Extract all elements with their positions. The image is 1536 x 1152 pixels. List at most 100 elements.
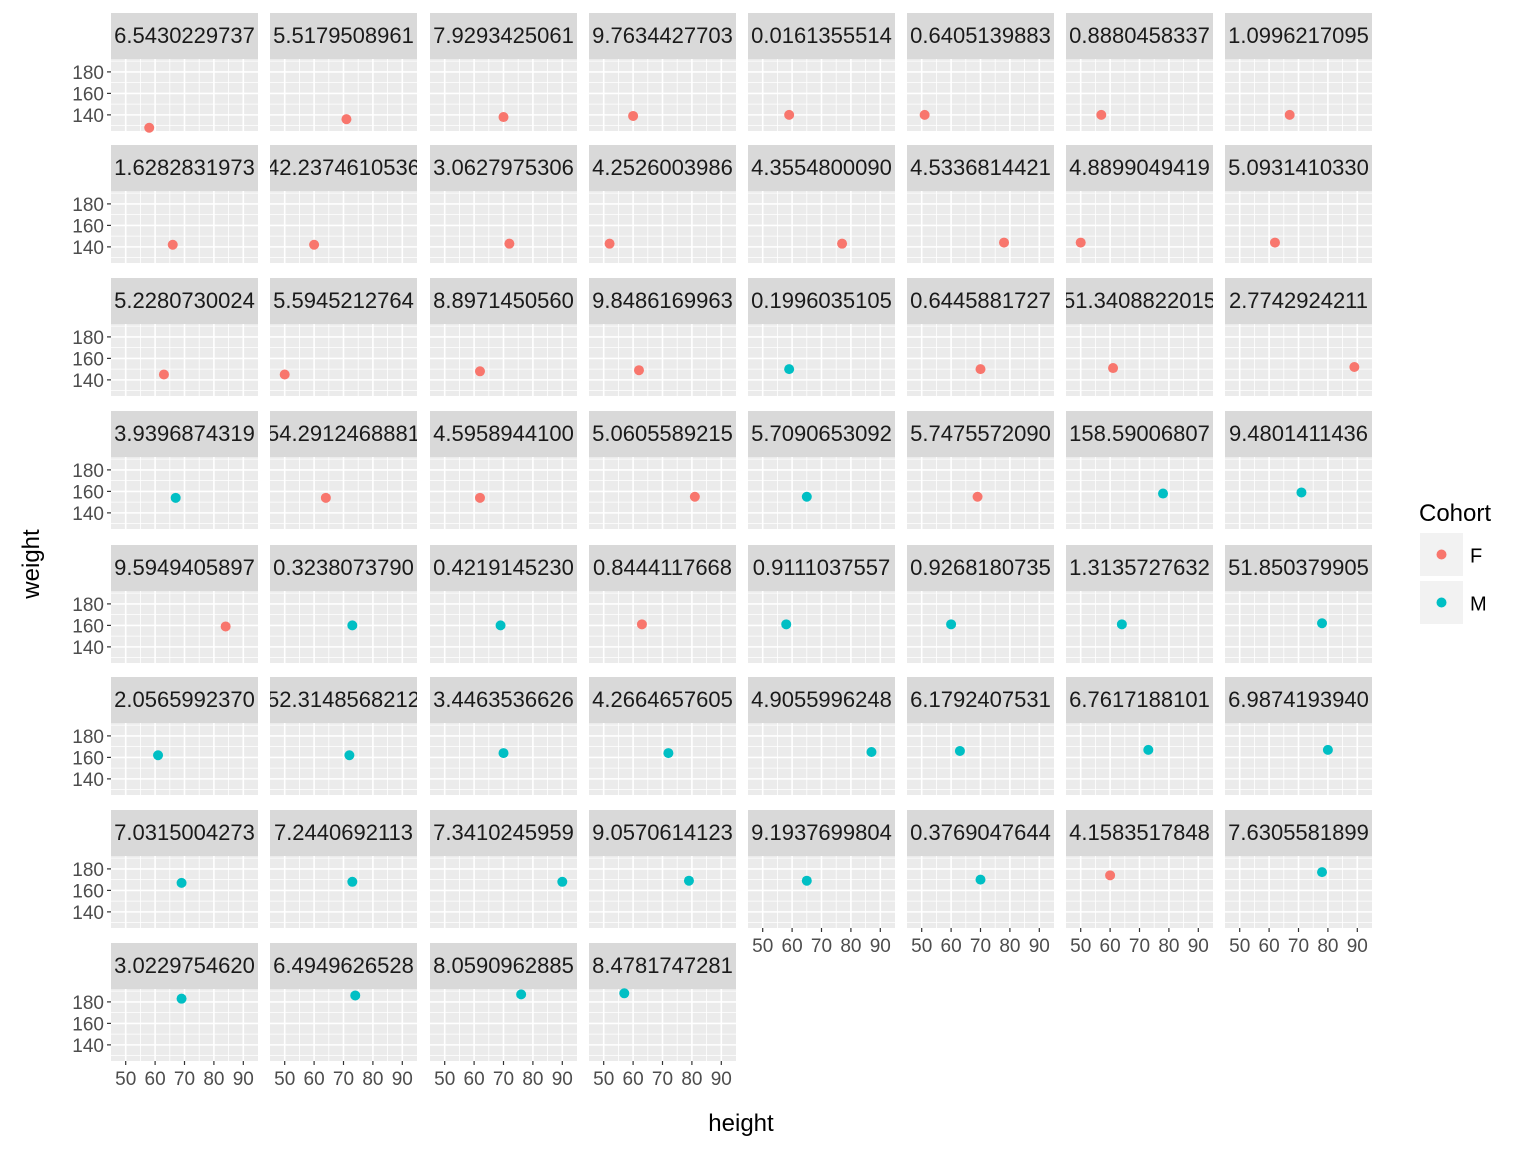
facet-strip (1225, 545, 1372, 591)
facet-panel: 6.7617188101 (1066, 677, 1213, 795)
y-tick-label: 160 (72, 748, 104, 769)
facet-panel: 4.5336814421 (907, 145, 1054, 263)
data-point (516, 989, 527, 1000)
data-point (220, 621, 231, 632)
y-tick-label: 180 (72, 860, 104, 881)
facet-strip (270, 677, 417, 723)
data-point (498, 112, 509, 123)
facet-strip-label: 0.0161355514 (751, 23, 892, 48)
y-tick-label: 160 (72, 881, 104, 902)
y-tick-label: 160 (72, 616, 104, 637)
legend-title: Cohort (1419, 500, 1491, 527)
facet-panel: 5.5179508961 (270, 13, 417, 131)
facet-panel: 7.3410245959 (430, 810, 577, 928)
facet-panel: 4.2664657605 (589, 677, 736, 795)
facet-strip-label: 0.3769047644 (910, 820, 1051, 845)
data-point (320, 492, 331, 503)
facet-panel: 0.9268180735 (907, 545, 1054, 663)
facet-panel: 9.7634427703 (589, 13, 736, 131)
facet-strip (430, 810, 577, 856)
facet-strip (1225, 677, 1372, 723)
data-point (474, 366, 485, 377)
facet-panel: 4.2526003986 (589, 145, 736, 263)
data-point (1075, 237, 1086, 248)
facet-strip (748, 677, 895, 723)
facet-strip (748, 545, 895, 591)
facet-strip (430, 677, 577, 723)
facet-strip-label: 4.9055996248 (751, 687, 892, 712)
facet-strip-label: 7.2440692113 (274, 820, 413, 845)
facet-strip-label: 4.2664657605 (592, 687, 733, 712)
facet-panel: 5.0931410330 (1225, 145, 1372, 263)
y-tick-label: 160 (72, 482, 104, 503)
facet-strip (430, 278, 577, 324)
facet-panel: 4.3554800090 (748, 145, 895, 263)
facet-strip (270, 411, 417, 457)
facet-panel: 1.0996217095 (1225, 13, 1372, 131)
facet-strip (907, 13, 1054, 59)
facet-panel: 0.9111037557 (748, 545, 895, 663)
x-tick-label: 60 (1259, 936, 1280, 957)
data-point (1096, 109, 1107, 120)
data-point (279, 369, 290, 380)
facet-strip (430, 411, 577, 457)
facet-strip-label: 0.4219145230 (433, 555, 574, 580)
facet-strip-label: 8.0590962885 (433, 953, 574, 978)
data-point (999, 237, 1010, 248)
facet-strip (270, 810, 417, 856)
x-tick-label: 70 (333, 1069, 354, 1090)
facet-strip (1066, 411, 1213, 457)
x-tick-label: 90 (233, 1069, 254, 1090)
facet-panel: 158.59006807 (1066, 411, 1213, 529)
x-tick-label: 90 (1029, 936, 1050, 957)
y-tick-label: 160 (72, 216, 104, 237)
facet-panel: 4.9055996248 (748, 677, 895, 795)
facet-strip (1225, 411, 1372, 457)
facet-panel: 8.8971450560 (430, 278, 577, 396)
facet-strip (430, 13, 577, 59)
x-tick-label: 50 (593, 1069, 614, 1090)
legend-swatch (1436, 549, 1447, 560)
facet-strip (748, 278, 895, 324)
facet-panel: 9.1937699804 50 60 70 80 90 (748, 810, 895, 957)
data-point (557, 876, 568, 887)
facet-strip (589, 13, 736, 59)
data-point (683, 875, 694, 886)
y-tick-label: 140 (72, 770, 104, 791)
facet-strip (111, 810, 258, 856)
x-tick-label: 60 (304, 1069, 325, 1090)
data-point (1284, 109, 1295, 120)
facet-strip (589, 943, 736, 989)
x-tick-label: 80 (999, 936, 1020, 957)
data-point (1317, 867, 1328, 878)
facet-strip-label: 4.5958944100 (433, 421, 574, 446)
facet-strip-label: 4.3554800090 (751, 155, 892, 180)
data-point (504, 238, 515, 249)
legend-label: M (1470, 594, 1487, 616)
facet-panel: 5.7090653092 (748, 411, 895, 529)
y-tick-label: 180 (72, 195, 104, 216)
data-point (176, 993, 187, 1004)
data-point (837, 238, 848, 249)
data-point (1269, 237, 1280, 248)
y-tick-label: 180 (72, 993, 104, 1014)
data-point (1105, 870, 1116, 881)
x-tick-label: 90 (711, 1069, 732, 1090)
facet-strip (748, 411, 895, 457)
data-point (801, 875, 812, 886)
facet-strip-label: 6.4949626528 (273, 953, 414, 978)
x-tick-label: 80 (362, 1069, 383, 1090)
facet-strip (907, 810, 1054, 856)
x-axis-title: height (708, 1110, 774, 1137)
facet-panel: 0.3238073790 (270, 545, 417, 663)
data-point (167, 239, 178, 250)
facet-strip (589, 278, 736, 324)
facet-panel: 51.3408822015 (1066, 278, 1213, 396)
facet-strip-label: 0.6445881727 (910, 288, 1051, 313)
facet-strip-label: 0.8444117668 (593, 555, 732, 580)
facet-strip-label: 3.9396874319 (114, 421, 255, 446)
facet-strip (111, 943, 258, 989)
facet-panel: 0.8444117668 (589, 545, 736, 663)
